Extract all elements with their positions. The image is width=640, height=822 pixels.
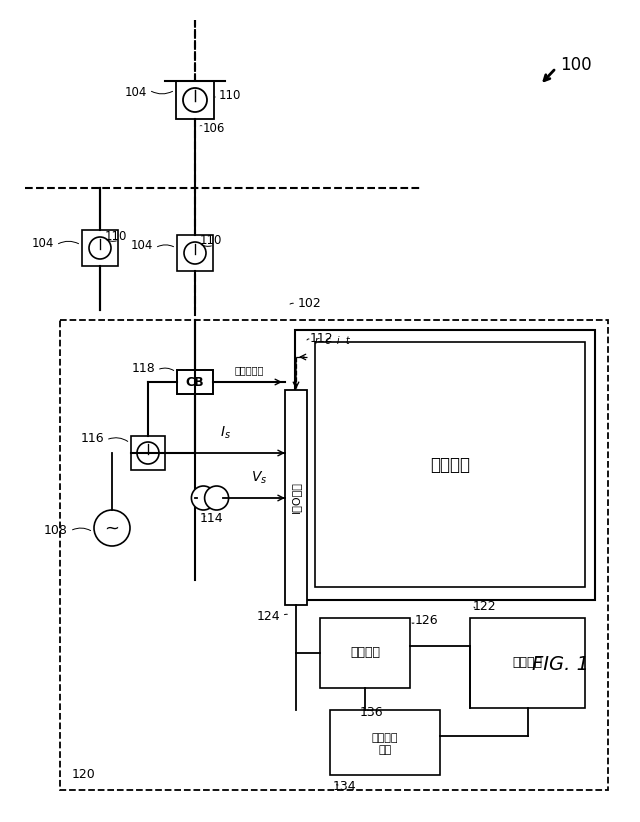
- Bar: [320, 618, 410, 688]
- Text: 112: 112: [310, 331, 333, 344]
- Bar: [330, 710, 440, 775]
- Text: 108: 108: [44, 524, 68, 537]
- Text: 保護装置: 保護装置: [430, 455, 470, 473]
- Bar: [82, 230, 118, 266]
- Text: I／O装置: I／O装置: [291, 482, 301, 514]
- Text: 104: 104: [125, 85, 147, 99]
- Text: 処理装置: 処理装置: [513, 657, 543, 669]
- Circle shape: [183, 88, 207, 112]
- Text: 104: 104: [31, 237, 54, 250]
- Bar: [315, 342, 585, 587]
- Text: 122: 122: [473, 599, 497, 612]
- Text: 114: 114: [200, 511, 223, 524]
- Text: 110: 110: [219, 89, 241, 101]
- Circle shape: [137, 442, 159, 464]
- Bar: [131, 436, 165, 470]
- Bar: [176, 81, 214, 119]
- Text: 110: 110: [105, 229, 127, 242]
- Text: 記憶装置: 記憶装置: [350, 646, 380, 659]
- Text: 106: 106: [203, 122, 225, 135]
- Circle shape: [94, 510, 130, 546]
- Text: ~: ~: [104, 520, 120, 538]
- Text: CB: CB: [186, 376, 204, 389]
- Circle shape: [89, 237, 111, 259]
- Text: 110: 110: [200, 233, 222, 247]
- Text: $I_s$: $I_s$: [220, 425, 230, 441]
- Bar: [177, 370, 213, 394]
- Text: 120: 120: [72, 769, 96, 782]
- Text: FIG. 1: FIG. 1: [531, 655, 589, 675]
- Text: 100: 100: [560, 56, 591, 74]
- Text: 102: 102: [298, 297, 322, 310]
- Text: 134: 134: [333, 781, 356, 793]
- Text: $V_s$: $V_s$: [251, 469, 267, 486]
- Text: 126: 126: [415, 615, 438, 627]
- Text: r  c  i  t: r c i t: [315, 336, 349, 346]
- Text: 118: 118: [131, 362, 155, 375]
- Text: 136: 136: [360, 706, 383, 719]
- Circle shape: [205, 486, 228, 510]
- Bar: [285, 390, 307, 605]
- Text: 遷電器制御: 遷電器制御: [234, 365, 264, 375]
- Text: 時間同期: 時間同期: [372, 733, 398, 744]
- Bar: [295, 330, 595, 600]
- Text: 装置: 装置: [378, 746, 392, 755]
- Bar: [60, 320, 608, 790]
- Circle shape: [191, 486, 216, 510]
- Bar: [177, 235, 213, 271]
- Circle shape: [184, 242, 206, 264]
- Text: 124: 124: [257, 611, 280, 624]
- Text: 116: 116: [81, 432, 104, 445]
- Text: 104: 104: [131, 238, 153, 252]
- Bar: [470, 618, 585, 708]
